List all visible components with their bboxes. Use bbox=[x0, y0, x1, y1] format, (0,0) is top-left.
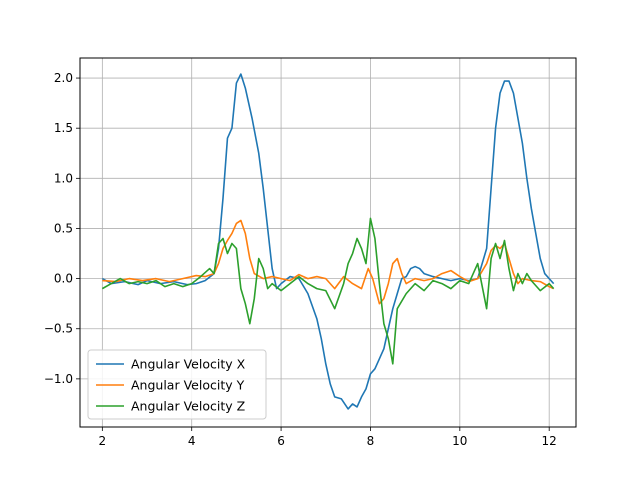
y-tick-label-0: −1.0 bbox=[44, 372, 73, 386]
x-tick-label-3: 8 bbox=[367, 434, 375, 448]
y-tick-label-2: 0.0 bbox=[54, 272, 73, 286]
series-line-2 bbox=[102, 219, 554, 305]
x-tick-label-5: 12 bbox=[542, 434, 557, 448]
y-tick-label-1: −0.5 bbox=[44, 322, 73, 336]
y-tick-label-6: 2.0 bbox=[54, 71, 73, 85]
y-tick-label-4: 1.0 bbox=[54, 171, 73, 185]
series-line-1 bbox=[101, 73, 555, 410]
legend-label-2: Angular Velocity Y bbox=[131, 378, 245, 393]
legend-box bbox=[87, 349, 267, 420]
legend-label-3: Angular Velocity Z bbox=[131, 399, 245, 414]
x-tick-label-2: 6 bbox=[277, 434, 285, 448]
plot-frame bbox=[79, 57, 577, 428]
x-tick-label-1: 4 bbox=[188, 434, 196, 448]
legend-label-1: Angular Velocity X bbox=[131, 357, 246, 372]
x-tick-label-4: 10 bbox=[452, 434, 467, 448]
y-tick-label-5: 1.5 bbox=[54, 121, 73, 135]
x-tick-label-0: 2 bbox=[99, 434, 107, 448]
legend: Angular Velocity X Angular Velocity Y Angu… bbox=[87, 349, 267, 420]
series-line-3 bbox=[101, 217, 555, 365]
series-lines bbox=[101, 73, 555, 410]
y-tick-label-3: 0.5 bbox=[54, 221, 73, 235]
axis-ticks: 2 4 6 8 10 12 −1.0 −0.5 0.0 0.5 1.0 1.5 2.0 bbox=[44, 71, 557, 448]
grid bbox=[80, 58, 576, 427]
